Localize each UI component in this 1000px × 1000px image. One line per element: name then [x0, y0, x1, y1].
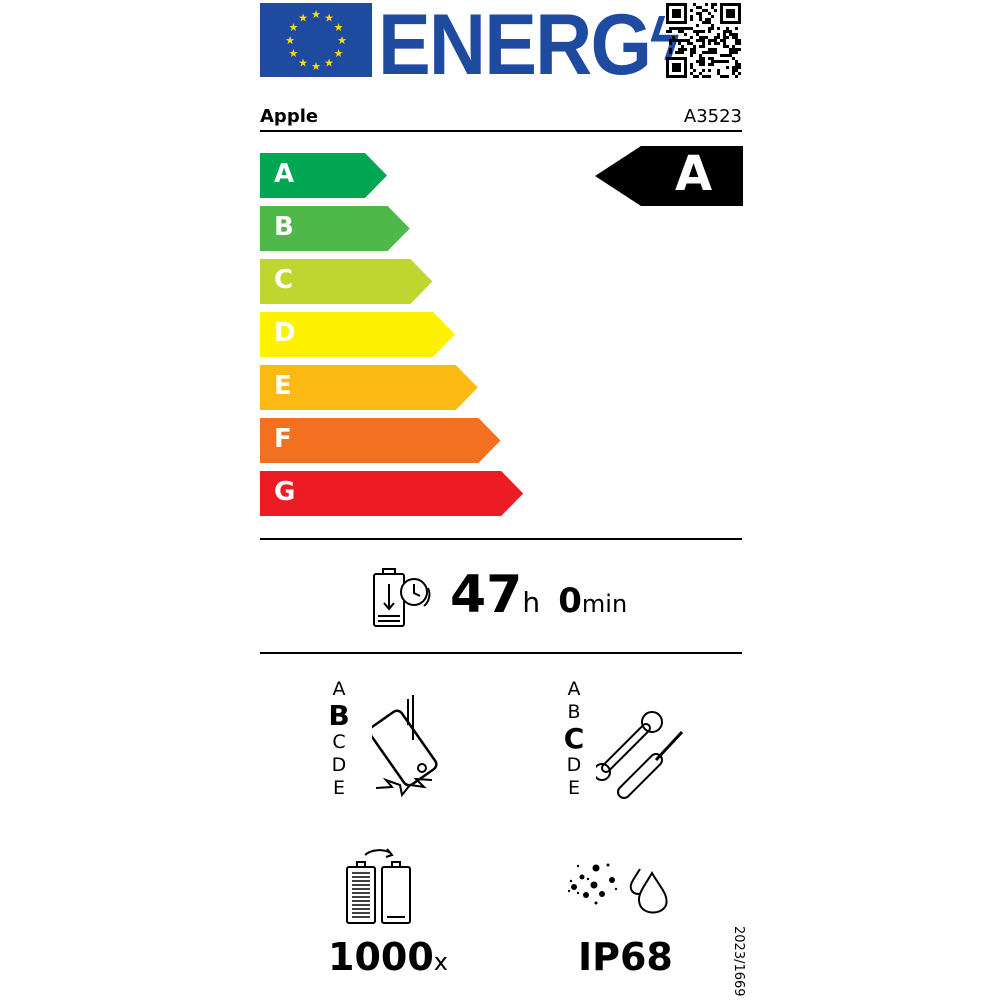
divider: [260, 130, 742, 132]
svg-text:★: ★: [285, 34, 295, 47]
scale-class-d: D: [566, 754, 582, 776]
energy-rating-arrow: A: [595, 146, 743, 206]
battery-endurance-value: 47h 0min: [450, 565, 627, 625]
title-text: ENERG: [378, 0, 652, 93]
svg-text:★: ★: [289, 47, 299, 60]
scale-class-d: D: [331, 754, 347, 776]
scale-class-b: B: [328, 699, 350, 732]
phone-drop-icon: [372, 695, 438, 798]
svg-text:★: ★: [324, 57, 334, 70]
hours-unit: h: [522, 586, 541, 619]
model-identifier: A3523: [683, 106, 742, 127]
eu-flag-icon: ★ ★ ★ ★ ★ ★ ★ ★ ★ ★ ★ ★: [260, 3, 372, 77]
minutes-unit: min: [581, 590, 628, 618]
svg-text:★: ★: [334, 21, 344, 34]
energy-class-bar-c: C: [260, 259, 433, 304]
energy-class-letter: G: [274, 477, 296, 507]
qr-code-icon[interactable]: [665, 3, 742, 78]
energy-class-bar-a: A: [260, 153, 387, 198]
scale-class-b: B: [567, 701, 581, 723]
energy-class-letter: D: [274, 318, 296, 348]
svg-text:★: ★: [298, 57, 308, 70]
svg-text:★: ★: [311, 8, 321, 21]
cycles-number: 1000: [328, 935, 434, 979]
energy-class-letter: B: [274, 212, 294, 242]
energy-class-letter: A: [274, 159, 295, 189]
battery-endurance-icon: [373, 568, 431, 627]
svg-text:★: ★: [311, 60, 321, 73]
repair-tools-icon: [596, 711, 684, 799]
energy-class-bar-d: D: [260, 312, 456, 357]
energy-class-letter: C: [274, 265, 294, 295]
svg-text:★: ★: [334, 47, 344, 60]
hours: 47: [450, 565, 523, 625]
supplier-name: Apple: [260, 106, 319, 127]
scale-class-e: E: [567, 777, 580, 799]
scale-class-c: C: [332, 731, 346, 753]
ingress-protection-rating: IP68: [578, 935, 673, 979]
energy-label-title: ENERGϟ: [378, 0, 679, 95]
divider: [260, 538, 742, 540]
divider: [260, 652, 742, 654]
scale-class-e: E: [332, 777, 345, 799]
energy-class-bar-g: G: [260, 471, 524, 516]
regulation-number: 2023/1669: [731, 926, 746, 997]
energy-class-letter: E: [274, 371, 292, 401]
svg-text:★: ★: [289, 21, 299, 34]
battery-cycles-icon: [346, 848, 411, 924]
battery-cycles-value: 1000x: [328, 935, 448, 979]
energy-class-letter: F: [274, 424, 292, 454]
svg-text:★: ★: [324, 11, 334, 24]
energy-class-bar-b: B: [260, 206, 410, 251]
energy-rating-letter: A: [675, 146, 713, 202]
scale-class-a: A: [332, 678, 346, 700]
svg-text:★: ★: [298, 11, 308, 24]
energy-class-bar-e: E: [260, 365, 478, 410]
cycles-unit: x: [433, 948, 448, 976]
svg-text:★: ★: [337, 34, 347, 47]
scale-class-c: C: [563, 722, 585, 755]
dust-water-icon: [568, 863, 668, 914]
scale-class-a: A: [567, 678, 581, 700]
energy-class-bar-f: F: [260, 418, 501, 463]
minutes: 0: [558, 581, 582, 621]
